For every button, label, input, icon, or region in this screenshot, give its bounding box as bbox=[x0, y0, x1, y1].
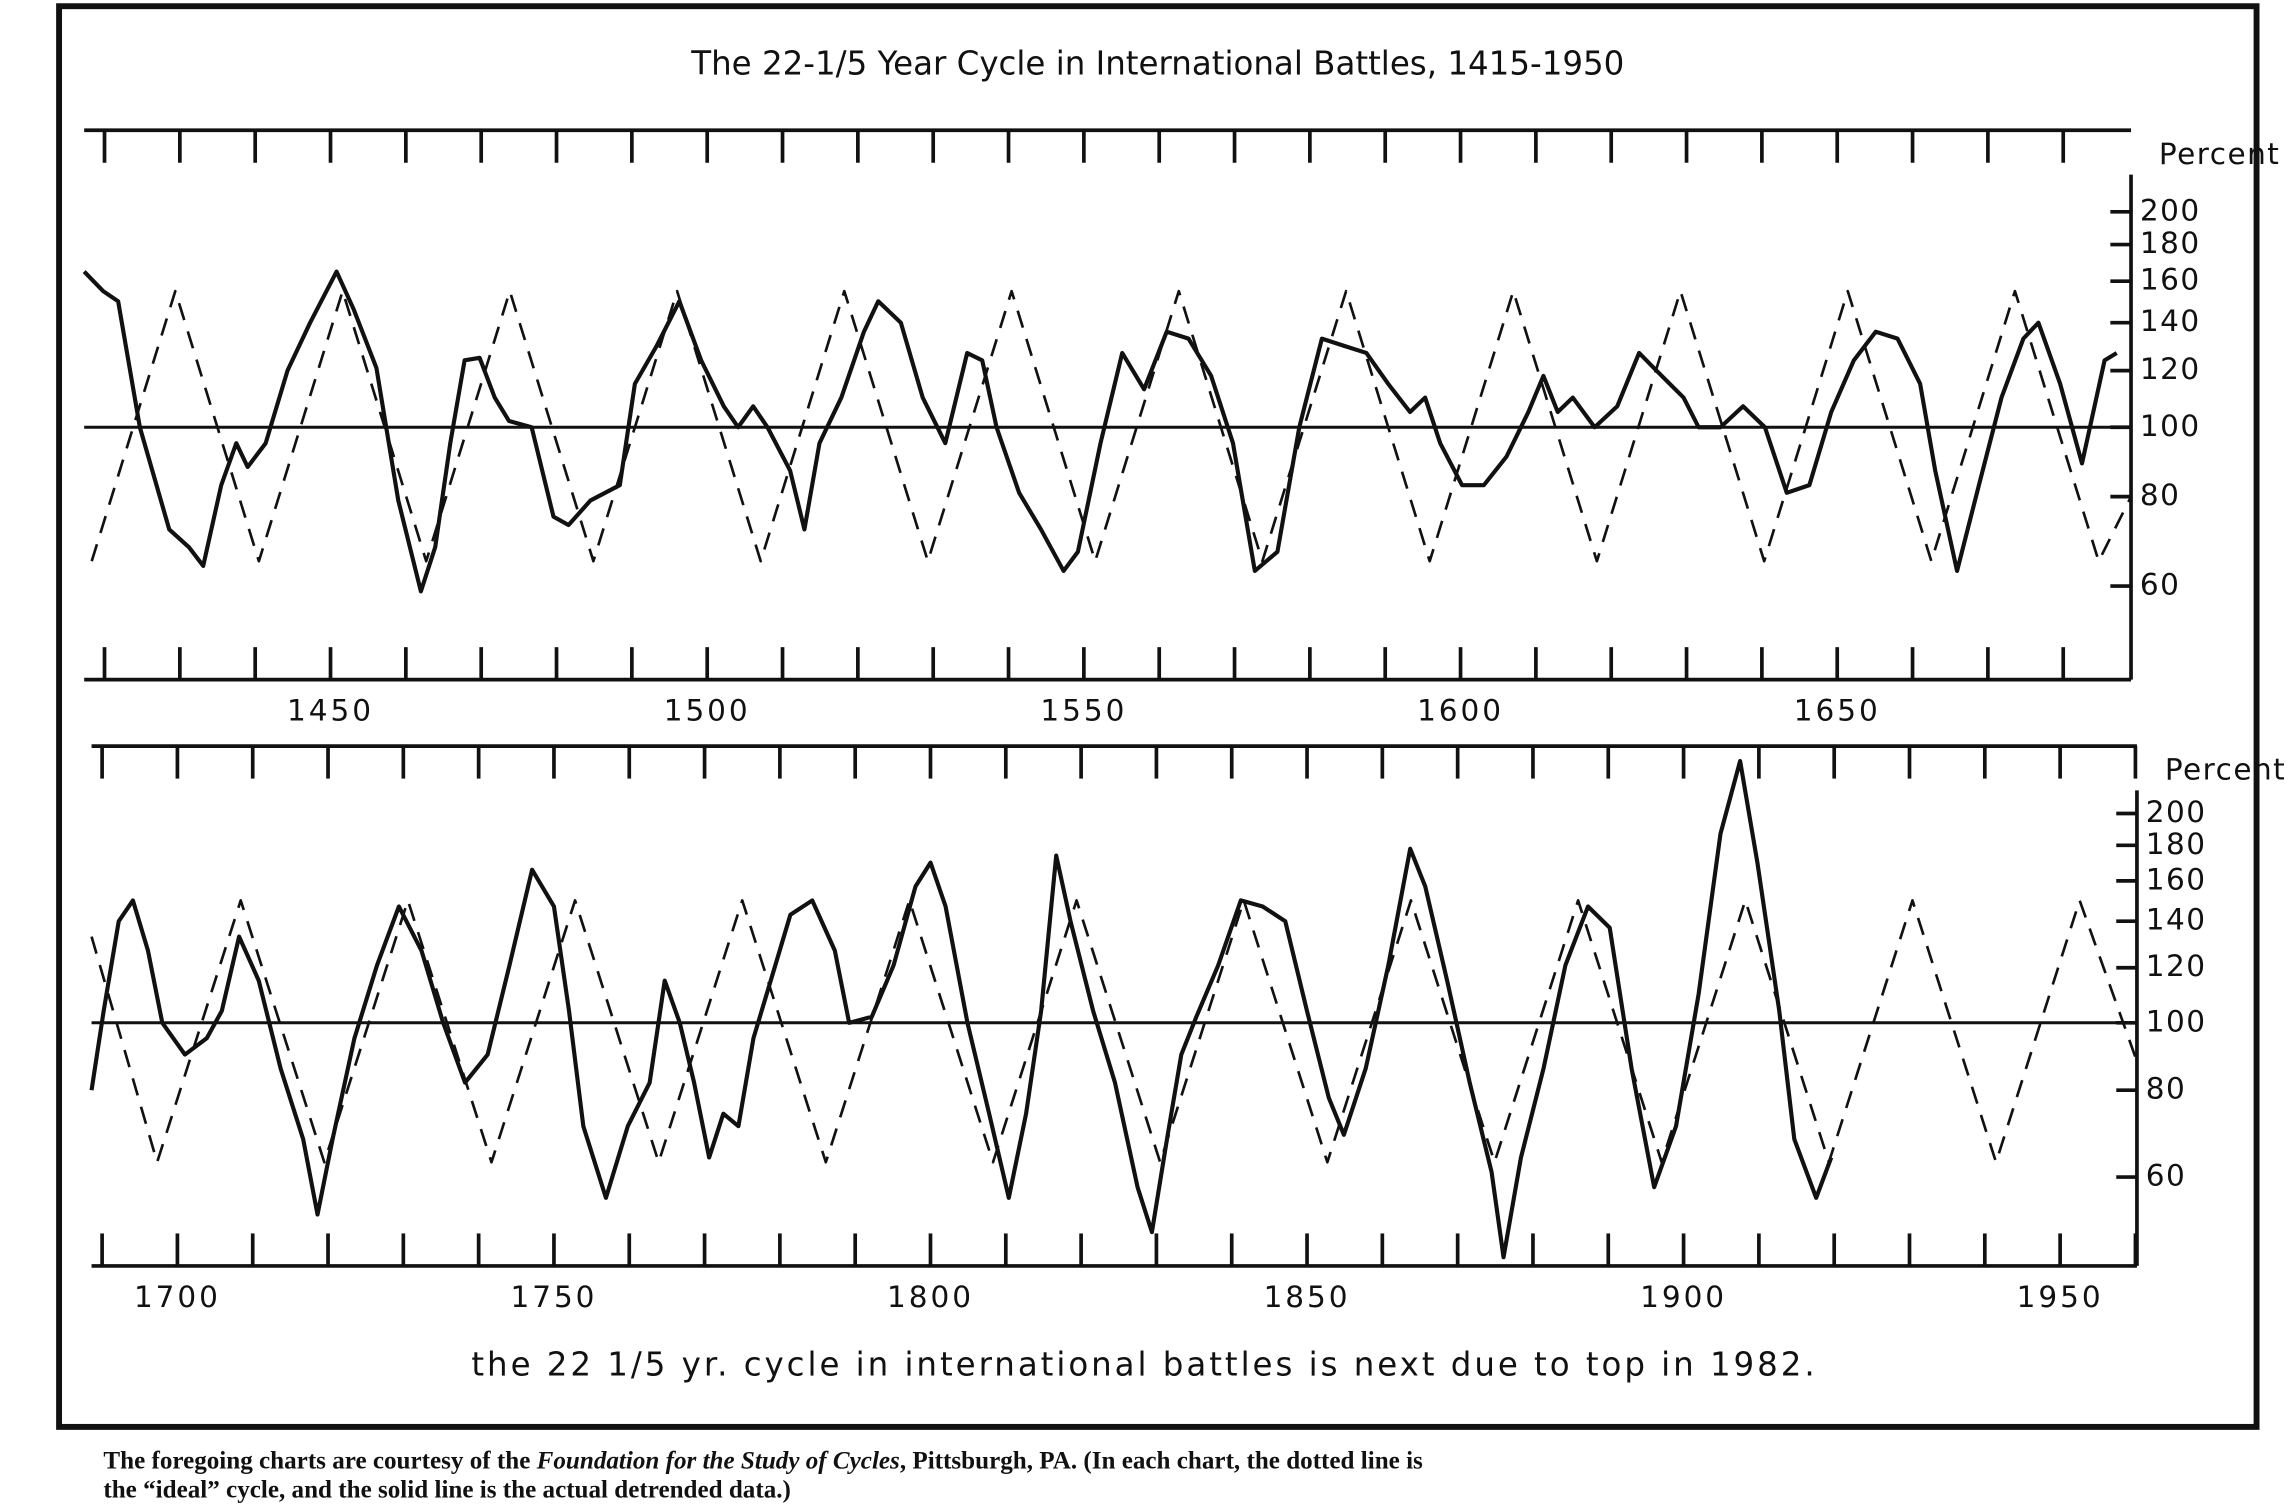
x-tick-label: 1600 bbox=[1417, 694, 1504, 728]
y-tick-label: 140 bbox=[2146, 903, 2207, 937]
y-tick-label: 60 bbox=[2140, 568, 2181, 602]
footnote: The foregoing charts are courtesy of the… bbox=[103, 1447, 1423, 1474]
caption: the 22 1/5 yr. cycle in international ba… bbox=[471, 1345, 1817, 1383]
footnote-text: The foregoing charts are courtesy of the bbox=[103, 1447, 536, 1474]
y-tick-label: 160 bbox=[2140, 263, 2201, 297]
y-axis-label: Percent bbox=[2165, 753, 2286, 787]
x-tick-label: 1750 bbox=[510, 1280, 597, 1314]
x-tick-label: 1650 bbox=[1794, 694, 1881, 728]
y-tick-label: 60 bbox=[2146, 1159, 2187, 1193]
x-tick-label: 1450 bbox=[287, 694, 374, 728]
x-tick-label: 1800 bbox=[887, 1280, 974, 1314]
actual-data-line bbox=[82, 269, 2118, 594]
y-tick-label: 80 bbox=[2146, 1072, 2187, 1106]
y-tick-label: 160 bbox=[2146, 862, 2207, 896]
y-tick-label: 200 bbox=[2146, 795, 2207, 829]
y-tick-label: 180 bbox=[2146, 827, 2207, 861]
frame bbox=[56, 3, 2260, 1430]
y-tick-label: 120 bbox=[2140, 352, 2201, 386]
y-tick-label: 80 bbox=[2140, 478, 2181, 512]
ideal-cycle-line bbox=[90, 289, 2133, 563]
x-tick-label: 1550 bbox=[1040, 694, 1127, 728]
x-tick-label: 1950 bbox=[2017, 1280, 2104, 1314]
ideal-cycle-line bbox=[90, 899, 2139, 1164]
y-tick-label: 100 bbox=[2146, 1004, 2207, 1038]
actual-data-line bbox=[89, 758, 1834, 1260]
x-tick-label: 1850 bbox=[1264, 1280, 1351, 1314]
y-tick-label: 120 bbox=[2146, 949, 2207, 983]
chart-title: The 22-1/5 Year Cycle in International B… bbox=[690, 44, 1624, 82]
footnote-italic: Foundation for the Study of Cycles bbox=[536, 1447, 900, 1474]
x-tick-label: 1500 bbox=[664, 694, 751, 728]
footnote-text: , Pittsburgh, PA. (In each chart, the do… bbox=[900, 1447, 1423, 1474]
y-tick-label: 140 bbox=[2140, 304, 2201, 338]
y-tick-label: 180 bbox=[2140, 226, 2201, 260]
y-tick-label: 100 bbox=[2140, 409, 2201, 443]
x-tick-label: 1700 bbox=[134, 1280, 221, 1314]
footnote: the “ideal” cycle, and the solid line is… bbox=[103, 1477, 791, 1504]
y-tick-label: 200 bbox=[2140, 193, 2201, 227]
x-tick-label: 1900 bbox=[1640, 1280, 1727, 1314]
y-axis-label: Percent bbox=[2159, 137, 2280, 171]
